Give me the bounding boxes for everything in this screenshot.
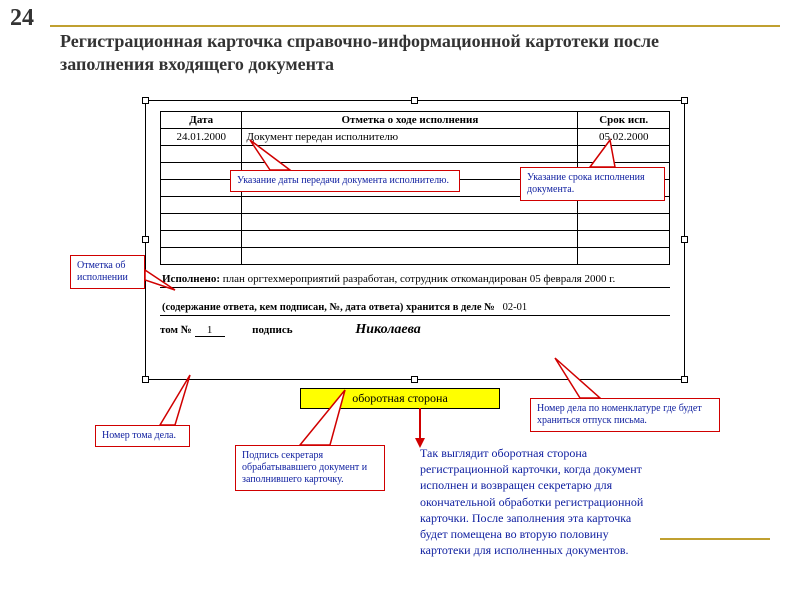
- callout-case: Номер дела по номенклатуре где будет хра…: [530, 398, 720, 432]
- resize-handle-icon: [681, 376, 688, 383]
- pointer-icon: [160, 375, 190, 425]
- back-side-label: оборотная сторона: [300, 388, 500, 409]
- page-title: Регистрационная карточка справочно-инфор…: [60, 30, 740, 77]
- resize-handle-icon: [411, 97, 418, 104]
- col-deadline-header: Срок исп.: [578, 112, 670, 129]
- archive-prefix: (содержание ответа, кем подписан, №, дат…: [162, 302, 495, 313]
- resize-handle-icon: [681, 236, 688, 243]
- callout-sign: Подпись секретаря обрабатывавшего докуме…: [235, 445, 385, 491]
- executed-text: план оргтехмероприятий разработан, сотру…: [223, 273, 615, 285]
- executed-label: Исполнено:: [162, 273, 220, 285]
- registration-card: Дата Отметка о ходе исполнения Срок исп.…: [145, 100, 685, 380]
- tom-value: 1: [195, 324, 225, 337]
- tom-label: том №: [160, 324, 192, 336]
- tom-line: том № 1 подпись Николаева: [160, 322, 670, 338]
- executed-line: Исполнено: план оргтехмероприятий разраб…: [160, 273, 670, 288]
- archive-line: (содержание ответа, кем подписан, №, дат…: [160, 302, 670, 316]
- resize-handle-icon: [411, 376, 418, 383]
- footer-rule: [660, 538, 770, 540]
- table-row: [161, 248, 670, 265]
- sign-label: подпись: [252, 324, 292, 336]
- signature: Николаева: [355, 322, 420, 338]
- col-progress-header: Отметка о ходе исполнения: [242, 112, 578, 129]
- callout-date: Указание даты передачи документа исполни…: [230, 170, 460, 192]
- table-row: 24.01.2000 Документ передан исполнителю …: [161, 129, 670, 146]
- table-row: [161, 146, 670, 163]
- archive-number: 02-01: [503, 302, 528, 313]
- col-date-header: Дата: [161, 112, 242, 129]
- cell-deadline: 05.02.2000: [578, 129, 670, 146]
- callout-mark: Отметка об исполнении: [70, 255, 145, 289]
- description-text: Так выглядит оборотная сторона регистрац…: [420, 445, 660, 558]
- callout-deadline: Указание срока исполнения документа.: [520, 167, 665, 201]
- resize-handle-icon: [142, 236, 149, 243]
- resize-handle-icon: [681, 97, 688, 104]
- title-rule: [50, 25, 780, 27]
- resize-handle-icon: [142, 97, 149, 104]
- table-row: [161, 231, 670, 248]
- cell-date: 24.01.2000: [161, 129, 242, 146]
- cell-progress: Документ передан исполнителю: [242, 129, 578, 146]
- callout-tom: Номер тома дела.: [95, 425, 190, 447]
- table-header-row: Дата Отметка о ходе исполнения Срок исп.: [161, 112, 670, 129]
- resize-handle-icon: [142, 376, 149, 383]
- page-number: 24: [10, 6, 34, 30]
- table-row: [161, 214, 670, 231]
